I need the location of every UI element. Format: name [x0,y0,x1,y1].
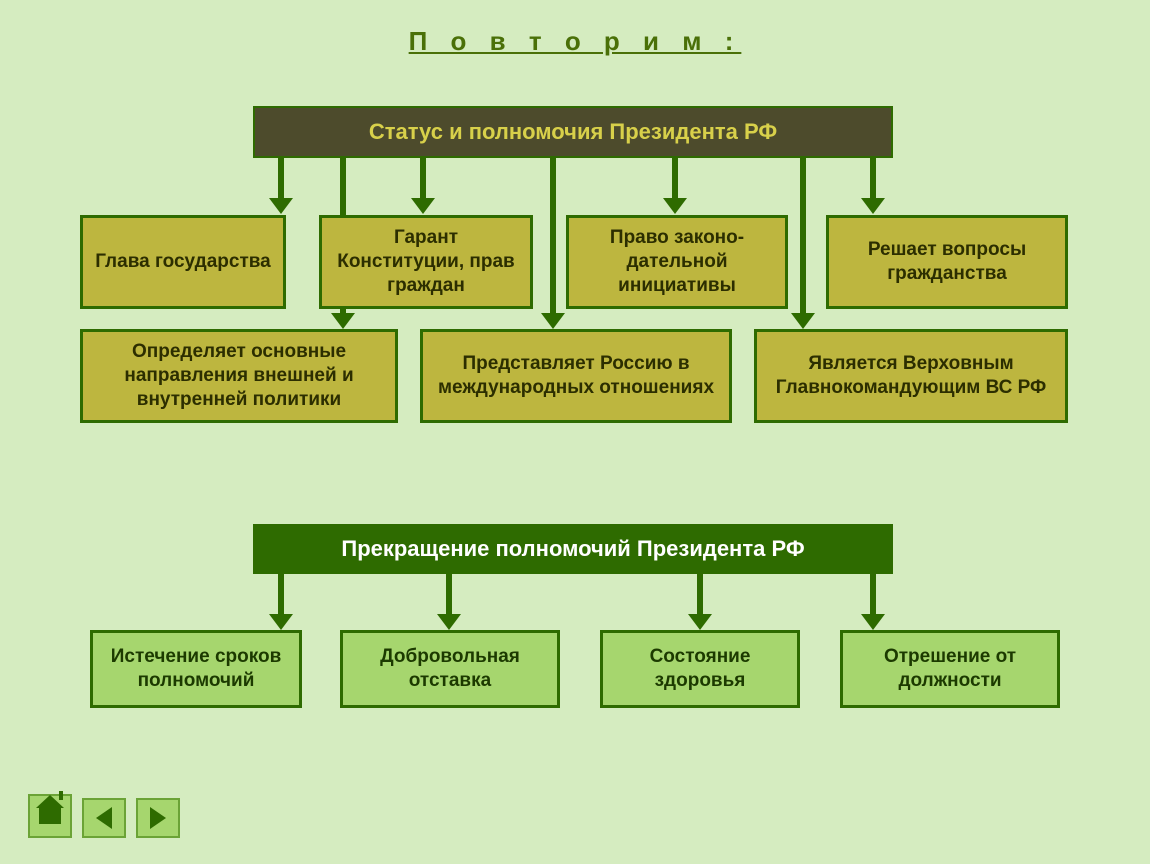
nav-controls [28,794,180,838]
status-box-policy-directions: Определяет основные направления внешней … [80,329,398,423]
status-box-commander: Является Верховным Главнокомандующим ВС … [754,329,1068,423]
status-box-international: Представляет Россию в международных отно… [420,329,732,423]
page-title: П о в т о р и м : [0,0,1150,57]
prev-button[interactable] [82,798,126,838]
arrow-icon [800,158,806,315]
termination-box-removal: Отрешение от должности [840,630,1060,708]
termination-box-health: Состояние здоровья [600,630,800,708]
arrow-icon [550,158,556,315]
section1-header: Статус и полномочия Президента РФ [253,106,893,158]
arrow-icon [672,158,678,200]
arrow-icon [420,158,426,200]
arrow-icon [278,574,284,616]
termination-box-term-expiry: Истечение сроков полномочий [90,630,302,708]
status-box-citizenship: Решает вопросы гражданства [826,215,1068,309]
arrow-icon [870,574,876,616]
arrow-icon [697,574,703,616]
status-box-head-of-state: Глава государства [80,215,286,309]
chevron-right-icon [150,807,166,829]
section2-header: Прекращение полномочий Президента РФ [253,524,893,574]
arrow-icon [278,158,284,200]
status-box-guarantor: Гарант Конституции, прав граждан [319,215,533,309]
home-icon [39,808,61,824]
home-button[interactable] [28,794,72,838]
next-button[interactable] [136,798,180,838]
chevron-left-icon [96,807,112,829]
termination-box-resignation: Добровольная отставка [340,630,560,708]
arrow-icon [446,574,452,616]
arrow-icon [870,158,876,200]
status-box-legislative-initiative: Право законо-дательной инициативы [566,215,788,309]
